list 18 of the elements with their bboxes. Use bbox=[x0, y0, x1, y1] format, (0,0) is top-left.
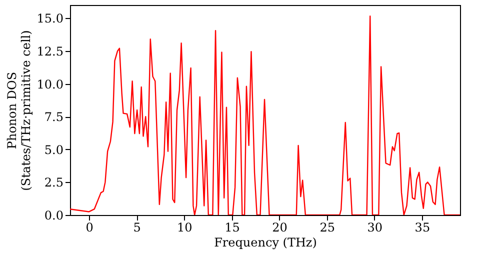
line-series bbox=[70, 16, 460, 215]
y-tick-label: 7.5 bbox=[44, 110, 64, 124]
y-tick-label: 5.0 bbox=[44, 142, 64, 157]
x-tick-label: 25 bbox=[320, 220, 335, 234]
x-tick-label: 10 bbox=[177, 220, 192, 234]
x-tick-label: 0 bbox=[86, 220, 94, 234]
y-axis-title: Phonon DOS (States/THz·primitive cell) bbox=[4, 30, 33, 191]
x-tick-label: 30 bbox=[367, 220, 383, 234]
x-axis-title: Frequency (THz) bbox=[214, 236, 317, 250]
y-tick-label: 0.0 bbox=[44, 208, 64, 222]
x-tick-label: 20 bbox=[272, 220, 288, 234]
y-tick-label: 2.5 bbox=[44, 176, 64, 190]
x-tick-label: 15 bbox=[224, 220, 240, 234]
x-tick-label: 35 bbox=[414, 220, 430, 234]
x-tick-label: 5 bbox=[133, 220, 141, 234]
y-tick-label: 10.0 bbox=[36, 77, 64, 92]
y-tick-label: 12.5 bbox=[36, 44, 64, 58]
y-tick-label: 15.0 bbox=[36, 12, 64, 26]
